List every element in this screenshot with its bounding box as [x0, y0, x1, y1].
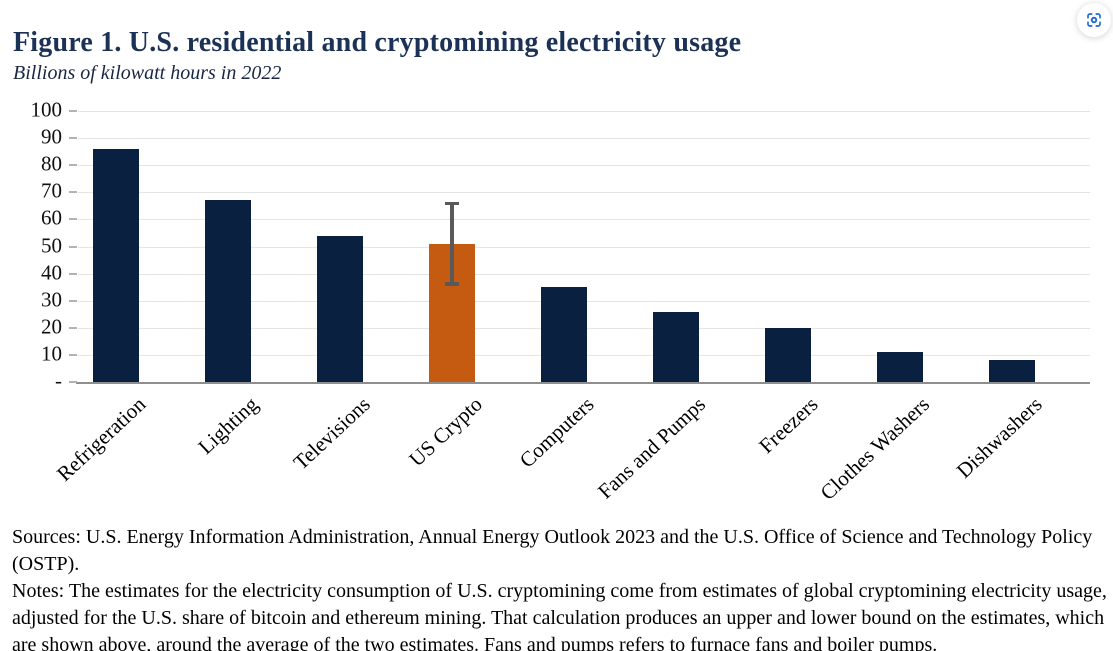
- bar: [765, 327, 811, 382]
- y-axis-tick: [69, 381, 77, 383]
- figure-subtitle: Billions of kilowatt hours in 2022: [13, 62, 282, 84]
- bar-chart: 100 90 80 70 60 50 40 30 20 10- Refrigeration Light…: [0, 97, 1113, 524]
- figure-title: Figure 1. U.S. residential and cryptomin…: [13, 26, 742, 58]
- gridline: [78, 246, 1090, 248]
- y-axis-tick: [69, 299, 77, 302]
- x-axis-label: Refrigeration: [52, 392, 151, 486]
- gridline: [78, 219, 1090, 221]
- y-axis-tick-label: -: [55, 368, 62, 393]
- x-axis-line: [76, 381, 1090, 384]
- y-axis-tick: [69, 353, 77, 356]
- error-bar-cap-bottom: [445, 282, 459, 286]
- x-axis-label: Televisions: [288, 392, 375, 475]
- y-axis-tick: [69, 164, 77, 167]
- gridline: [78, 138, 1090, 140]
- figure-footnotes: Sources: U.S. Energy Information Adminis…: [12, 524, 1109, 651]
- y-axis-tick-label: 60: [41, 205, 62, 230]
- x-axis-label: Dishwashers: [951, 392, 1047, 483]
- y-axis-tick: [69, 110, 77, 112]
- y-axis-tick: [69, 245, 77, 248]
- y-axis-tick-label: 50: [41, 232, 62, 257]
- gridline: [78, 165, 1090, 167]
- bar: [317, 235, 363, 382]
- bar: [989, 360, 1035, 382]
- gridline: [78, 111, 1090, 112]
- error-bar-line: [450, 203, 454, 285]
- notes-text: Notes: The estimates for the electricity…: [12, 580, 1107, 651]
- y-axis-tick: [69, 218, 77, 221]
- x-axis-label: US Crypto: [403, 392, 487, 472]
- y-axis-tick-label: 80: [41, 151, 62, 176]
- y-axis-tick-label: 90: [41, 124, 62, 149]
- y-axis-tick: [69, 272, 77, 275]
- x-axis-label: Fans and Pumps: [593, 392, 711, 504]
- bar: [93, 148, 139, 382]
- x-axis-label: Clothes Washers: [815, 392, 935, 505]
- y-axis-tick-label: 100: [30, 97, 63, 122]
- screen-capture-icon: [1085, 11, 1103, 29]
- y-axis-tick-label: 30: [41, 286, 62, 311]
- sources-text: Sources: U.S. Energy Information Adminis…: [12, 526, 1093, 575]
- y-axis-tick-label: 10: [41, 341, 62, 366]
- x-axis-label: Freezers: [753, 392, 823, 459]
- gridline: [78, 192, 1090, 194]
- y-axis-tick-label: 70: [41, 178, 62, 203]
- y-axis-tick: [69, 137, 77, 140]
- x-axis-label: Lighting: [193, 392, 263, 459]
- y-axis-tick: [69, 191, 77, 194]
- error-bar-cap-top: [445, 201, 459, 206]
- screen-capture-button[interactable]: [1077, 3, 1111, 37]
- y-axis-tick-label: 40: [41, 259, 62, 284]
- bar: [877, 352, 923, 382]
- bar: [205, 200, 251, 382]
- bar: [541, 287, 587, 382]
- bar: [653, 311, 699, 382]
- y-axis-tick-label: 20: [41, 314, 62, 339]
- x-axis-label: Computers: [514, 392, 599, 473]
- gridline: [78, 273, 1090, 275]
- y-axis-tick: [69, 326, 77, 329]
